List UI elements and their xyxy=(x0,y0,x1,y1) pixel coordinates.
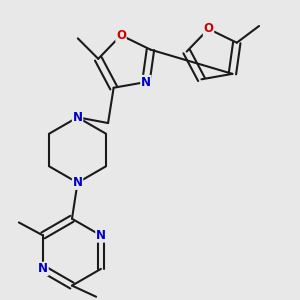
Text: O: O xyxy=(203,22,214,35)
Text: N: N xyxy=(38,262,48,275)
Text: N: N xyxy=(141,76,151,88)
Text: N: N xyxy=(73,111,82,124)
Text: N: N xyxy=(96,229,106,242)
Text: O: O xyxy=(116,29,126,42)
Text: N: N xyxy=(73,176,82,189)
